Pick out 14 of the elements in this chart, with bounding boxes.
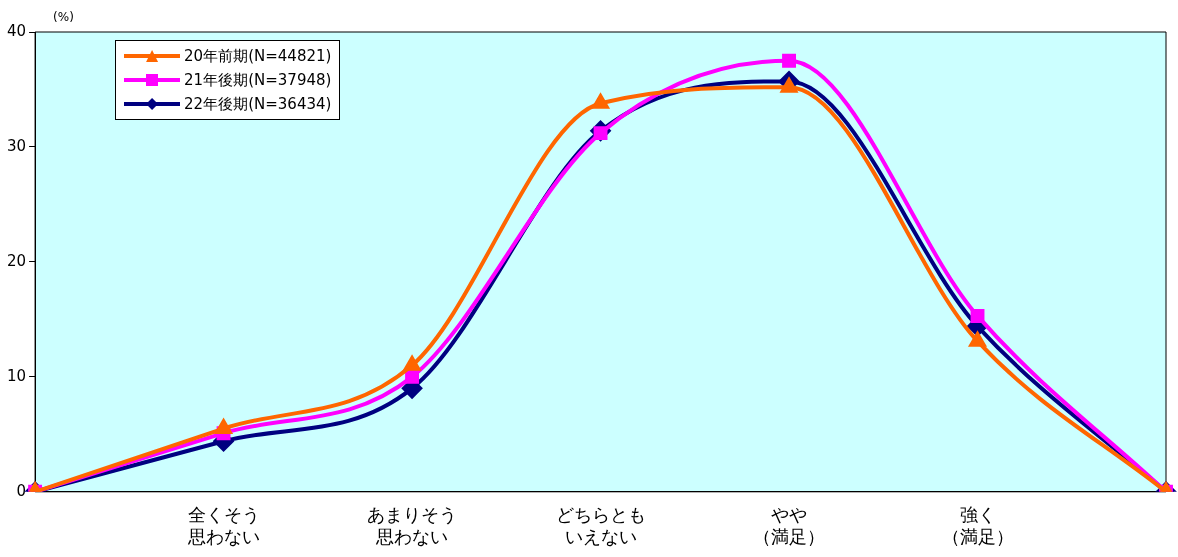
legend-label: 21年後期(N=37948) [184,70,332,90]
x-tick-label: やや（満足） [753,504,826,547]
legend-label: 20年前期(N=44821) [184,46,332,66]
x-tick-label: 全くそう思わない [186,504,260,547]
y-tick-label: 0 [16,481,27,500]
y-tick-label: 20 [6,251,27,270]
y-tick-label: 10 [6,366,27,385]
x-tick-label: 強く（満足） [941,504,1014,547]
x-tick-label: どちらともいえない [555,504,646,547]
y-axis-title: (%) [53,10,74,25]
y-tick-label: 30 [6,136,27,155]
y-tick-label: 40 [6,21,27,40]
x-tick-label: あまりそう思わない [367,504,458,547]
legend-label: 22年後期(N=36434) [184,94,332,114]
